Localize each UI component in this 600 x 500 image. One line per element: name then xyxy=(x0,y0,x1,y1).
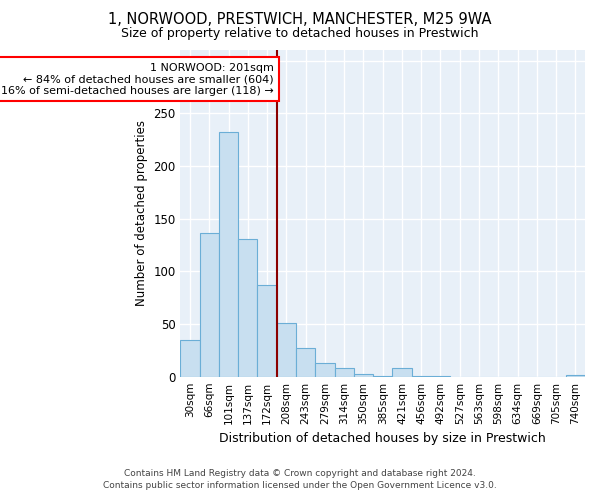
Bar xyxy=(181,340,200,376)
Bar xyxy=(257,285,277,376)
Text: 1, NORWOOD, PRESTWICH, MANCHESTER, M25 9WA: 1, NORWOOD, PRESTWICH, MANCHESTER, M25 9… xyxy=(108,12,492,28)
Bar xyxy=(296,348,315,376)
Bar xyxy=(219,132,238,376)
Bar xyxy=(315,363,335,376)
Bar xyxy=(238,238,257,376)
Bar xyxy=(392,368,412,376)
Y-axis label: Number of detached properties: Number of detached properties xyxy=(134,120,148,306)
Bar xyxy=(566,374,585,376)
Text: Size of property relative to detached houses in Prestwich: Size of property relative to detached ho… xyxy=(121,28,479,40)
Text: 1 NORWOOD: 201sqm
← 84% of detached houses are smaller (604)
16% of semi-detache: 1 NORWOOD: 201sqm ← 84% of detached hous… xyxy=(1,62,274,96)
Bar xyxy=(335,368,354,376)
Text: Contains HM Land Registry data © Crown copyright and database right 2024.
Contai: Contains HM Land Registry data © Crown c… xyxy=(103,468,497,490)
Bar xyxy=(354,374,373,376)
Bar xyxy=(277,323,296,376)
X-axis label: Distribution of detached houses by size in Prestwich: Distribution of detached houses by size … xyxy=(220,432,546,445)
Bar xyxy=(200,234,219,376)
